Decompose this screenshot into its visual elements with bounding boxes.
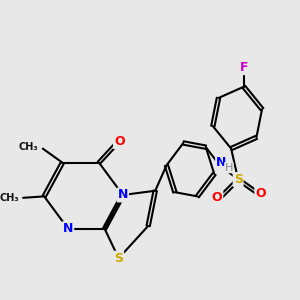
Text: N: N	[63, 222, 73, 235]
Text: H: H	[225, 163, 233, 173]
Text: N: N	[216, 156, 226, 169]
Text: O: O	[255, 187, 266, 200]
Text: N: N	[118, 188, 128, 202]
Text: F: F	[239, 61, 248, 74]
Text: S: S	[114, 252, 123, 265]
Text: O: O	[212, 191, 222, 204]
Text: O: O	[114, 135, 124, 148]
Text: S: S	[234, 173, 243, 186]
Text: CH₃: CH₃	[0, 193, 19, 203]
Text: CH₃: CH₃	[19, 142, 39, 152]
